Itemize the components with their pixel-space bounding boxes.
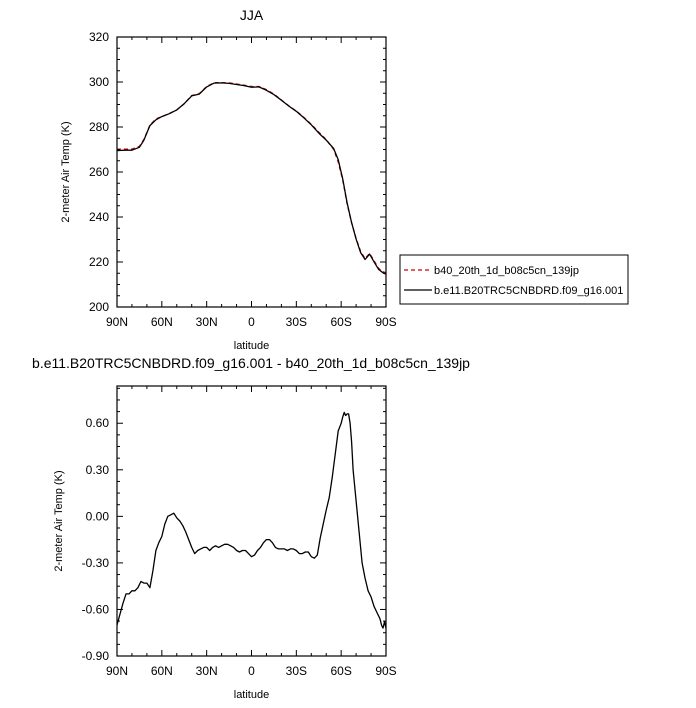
x-tick-label: 60S xyxy=(330,315,351,329)
x-tick-label: 90N xyxy=(106,664,128,678)
x-tick-label: 30S xyxy=(286,664,307,678)
bottom-x-axis-label: latitude xyxy=(234,689,269,701)
y-tick-label: -0.30 xyxy=(82,556,110,570)
y-tick-label: 0.60 xyxy=(86,416,110,430)
y-tick-label: -0.90 xyxy=(82,649,110,663)
legend-label-series-1: b40_20th_1d_b08c5cn_139jp xyxy=(434,265,579,277)
bottom-y-axis-label: 2-meter Air Temp (K) xyxy=(53,470,65,571)
x-tick-label: 30N xyxy=(196,664,218,678)
x-tick-label: 0 xyxy=(248,315,255,329)
bottom-y-ticks: -0.90 -0.60 -0.30 0.00 0.30 0.60 xyxy=(82,387,386,663)
top-chart-title: JJA xyxy=(240,7,264,23)
bottom-chart-title: b.e11.B20TRC5CNBDRD.f09_g16.001 - b40_20… xyxy=(32,355,470,371)
x-tick-label: 60N xyxy=(151,664,173,678)
y-tick-label: -0.60 xyxy=(82,602,110,616)
top-plot-frame xyxy=(116,36,387,308)
bottom-plot-frame xyxy=(116,385,387,657)
top-series-lines xyxy=(116,82,387,275)
y-tick-label: 0.30 xyxy=(86,463,110,477)
series-line-1 xyxy=(116,411,387,629)
x-tick-label: 60S xyxy=(330,664,351,678)
x-tick-label: 90S xyxy=(375,315,396,329)
y-tick-label: 0.00 xyxy=(86,509,110,523)
top-y-axis-label: 2-meter Air Temp (K) xyxy=(60,121,72,222)
series-line-2 xyxy=(116,82,387,275)
y-tick-label: 260 xyxy=(89,165,109,179)
top-panel: JJA 200 220 240 260 280 300 320 90N 60N 30N 0 30S 6… xyxy=(60,7,397,352)
y-tick-label: 320 xyxy=(89,30,109,44)
y-tick-label: 220 xyxy=(89,255,109,269)
x-tick-label: 30N xyxy=(196,315,218,329)
x-tick-label: 30S xyxy=(286,315,307,329)
x-tick-label: 90S xyxy=(375,664,396,678)
top-x-axis-label: latitude xyxy=(234,340,269,352)
y-tick-label: 300 xyxy=(89,75,109,89)
bottom-series-lines xyxy=(116,411,387,629)
x-tick-label: 90N xyxy=(106,315,128,329)
bottom-panel: b.e11.B20TRC5CNBDRD.f09_g16.001 - b40_20… xyxy=(32,355,470,701)
y-tick-label: 200 xyxy=(89,300,109,314)
x-tick-label: 0 xyxy=(248,664,255,678)
x-tick-label: 60N xyxy=(151,315,173,329)
y-tick-label: 280 xyxy=(89,120,109,134)
top-x-ticks: 90N 60N 30N 0 30S 60S 90S xyxy=(106,37,397,329)
legend-label-series-2: b.e11.B20TRC5CNBDRD.f09_g16.001 xyxy=(434,285,623,297)
legend-box xyxy=(399,254,629,305)
legend: b40_20th_1d_b08c5cn_139jp b.e11.B20TRC5C… xyxy=(399,254,629,305)
y-tick-label: 240 xyxy=(89,210,109,224)
series-line-1 xyxy=(117,82,387,274)
top-y-ticks: 200 220 240 260 280 300 320 xyxy=(89,30,386,314)
bottom-x-ticks: 90N 60N 30N 0 30S 60S 90S xyxy=(106,386,397,678)
